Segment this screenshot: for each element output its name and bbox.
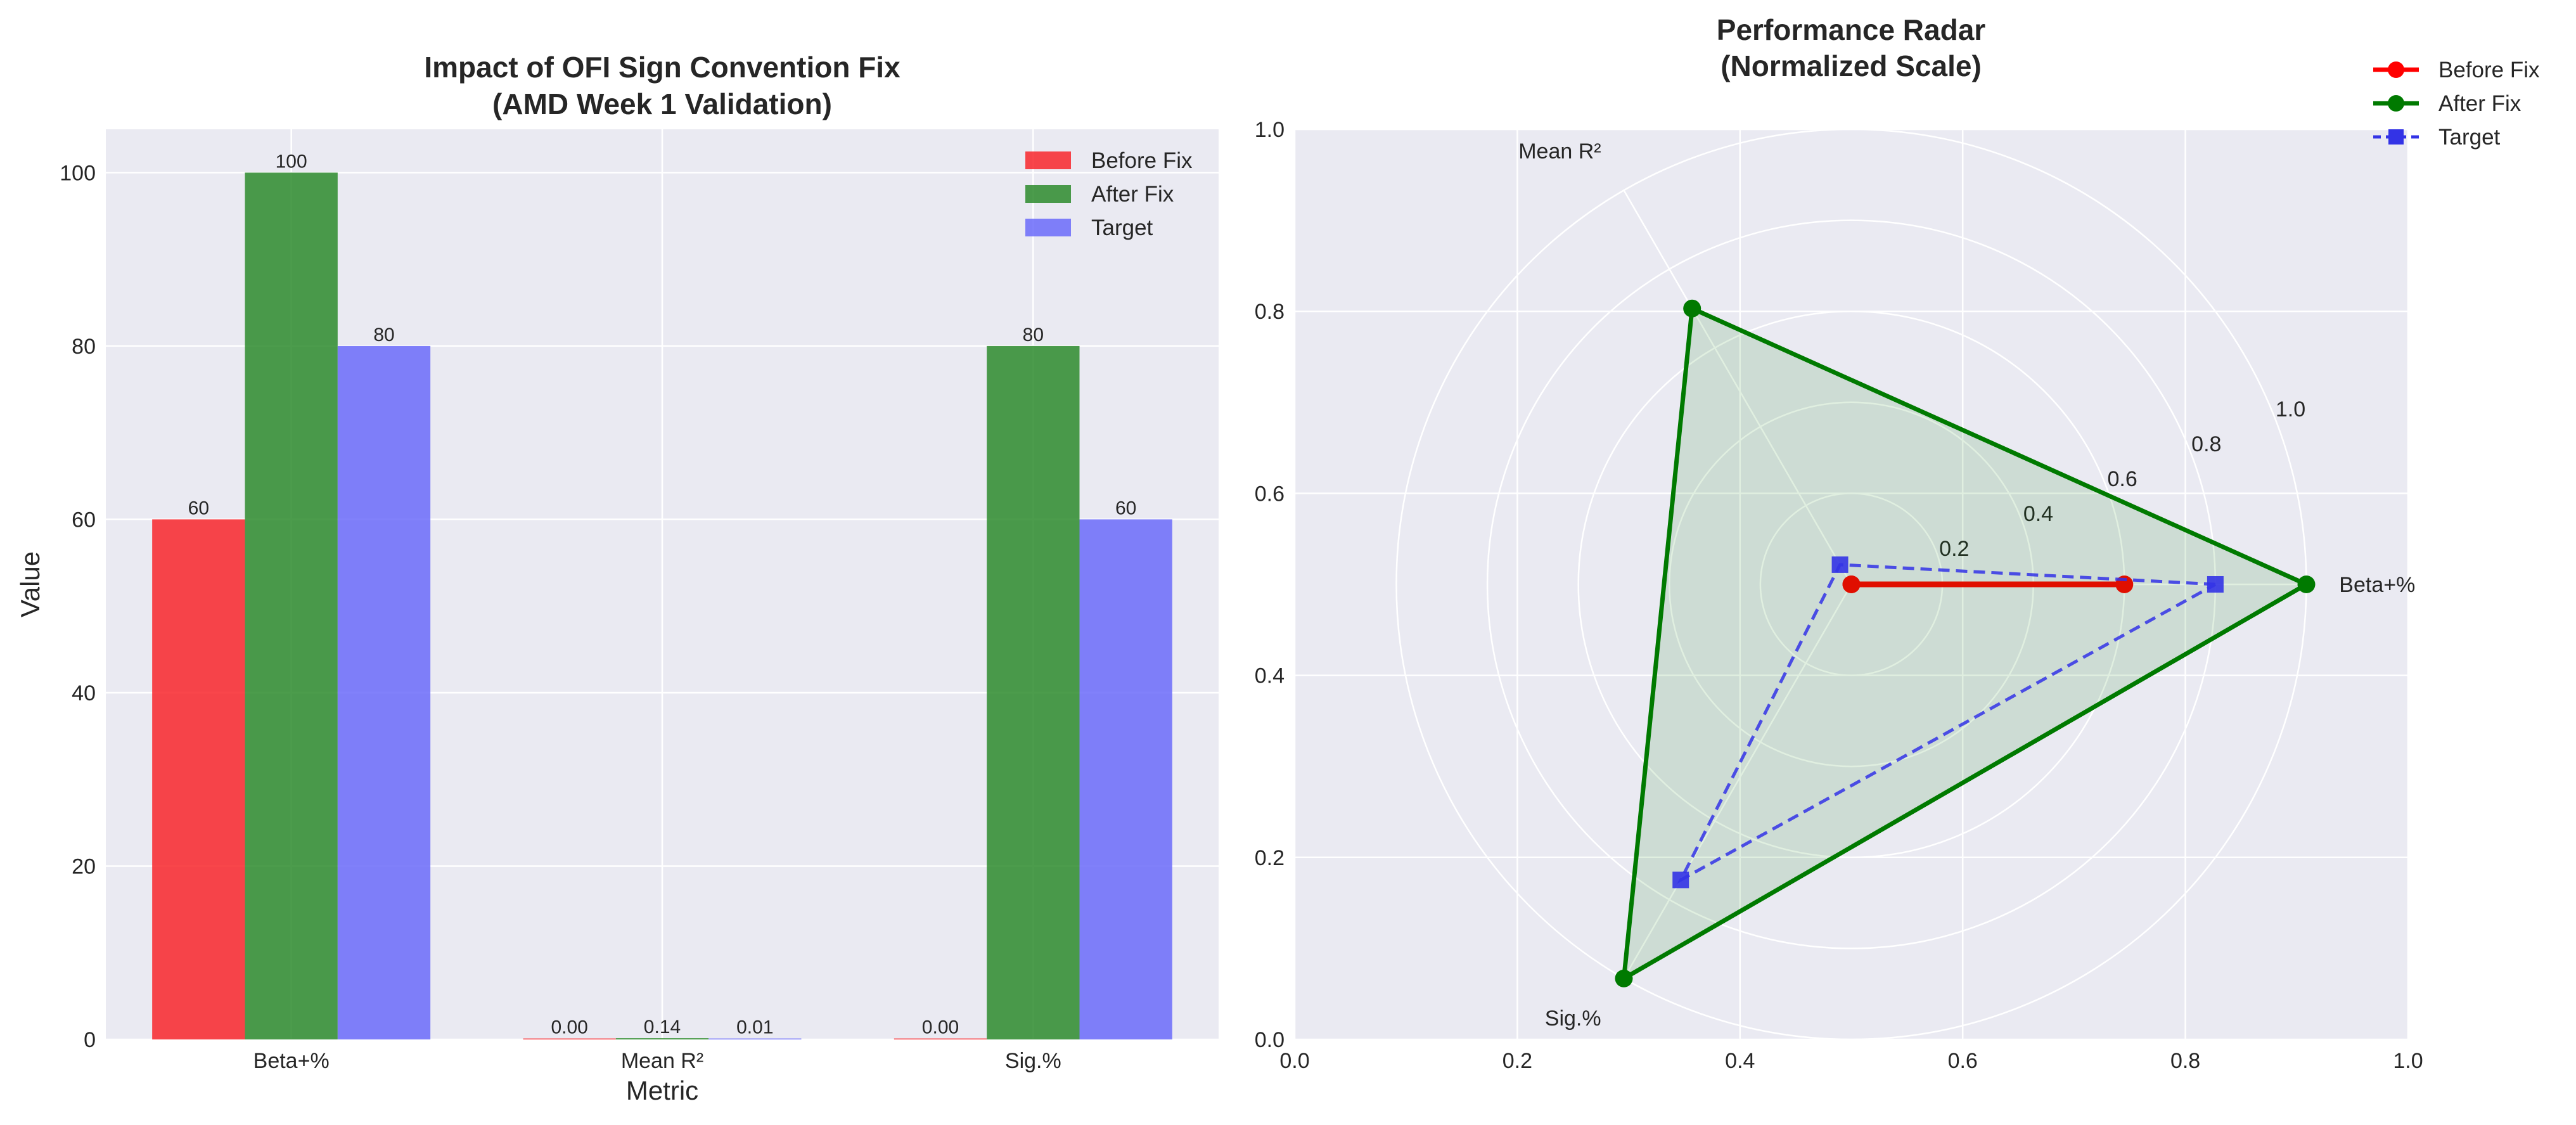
bar-data-label: 0.00 bbox=[551, 1017, 587, 1038]
radar-legend-marker bbox=[2388, 61, 2404, 78]
radar-point bbox=[1831, 556, 1849, 573]
radar-legend: Before Fix After Fix Target bbox=[2373, 58, 2540, 150]
bar-legend-label: After Fix bbox=[1091, 182, 1174, 207]
bar-chart: 60 0.00 0.00 100 0.14 80 80 0.01 60 0 20 40 60 80 100… bbox=[15, 51, 1219, 1105]
bar bbox=[337, 345, 431, 1039]
bar-data-label: 80 bbox=[373, 325, 394, 345]
radar-frame-x-tick: 0.6 bbox=[1948, 1049, 1978, 1073]
bar bbox=[152, 519, 245, 1039]
bar-data-label: 100 bbox=[276, 151, 307, 172]
bar-x-axis-label: Metric bbox=[626, 1076, 698, 1105]
bar-y-tick-label: 0 bbox=[84, 1028, 96, 1052]
bar-x-tick-label: Mean R² bbox=[621, 1049, 703, 1073]
bar bbox=[1079, 519, 1172, 1039]
radar-line bbox=[1621, 305, 2308, 983]
radar-axis-label: Beta+% bbox=[2339, 573, 2415, 597]
radar-frame-y-tick: 1.0 bbox=[1255, 118, 1285, 142]
bar-title-line-2: (AMD Week 1 Validation) bbox=[492, 87, 832, 120]
radar-area bbox=[1624, 308, 2307, 979]
radar-radial-tick: 0.6 bbox=[2108, 467, 2137, 491]
radar-point bbox=[2207, 576, 2224, 593]
radar-frame-x-tick: 1.0 bbox=[2393, 1049, 2423, 1073]
radar-radial-tick: 0.2 bbox=[1939, 537, 1969, 561]
bar bbox=[708, 1038, 802, 1039]
bar-data-label: 60 bbox=[188, 498, 209, 518]
bar-legend-swatch bbox=[1025, 185, 1071, 203]
radar-frame-x-tick: 0.4 bbox=[1725, 1049, 1755, 1073]
radar-point bbox=[1672, 871, 1689, 889]
radar-point bbox=[1683, 299, 1701, 318]
radar-title-line-2: (Normalized Scale) bbox=[1721, 49, 1982, 82]
bar bbox=[615, 1038, 709, 1039]
bar-data-label: 0.01 bbox=[736, 1017, 773, 1038]
radar-frame-x-tick-labels: 0.0 0.2 0.4 0.6 0.8 1.0 bbox=[1279, 1049, 2423, 1073]
radar-axis-label: Sig.% bbox=[1545, 1006, 1601, 1031]
bar-y-tick-labels: 0 20 40 60 80 100 bbox=[60, 161, 96, 1052]
radar-legend-marker bbox=[2388, 95, 2404, 112]
radar-radial-tick: 1.0 bbox=[2276, 397, 2305, 421]
radar-frame-y-tick: 0.8 bbox=[1255, 300, 1285, 324]
radar-frame-y-tick: 0.4 bbox=[1255, 664, 1285, 688]
radar-spoke bbox=[1623, 584, 1852, 979]
radar-title-line-1: Performance Radar bbox=[1717, 13, 1985, 46]
radar-frame-y-tick-labels: 0.0 0.2 0.4 0.6 0.8 1.0 bbox=[1255, 118, 1285, 1052]
bar-title-line-1: Impact of OFI Sign Convention Fix bbox=[424, 51, 900, 84]
radar-radial-tick-labels: 0.2 0.4 0.6 0.8 1.0 bbox=[1939, 397, 2305, 561]
bar-legend-swatch bbox=[1025, 151, 1071, 169]
bar-marks bbox=[152, 172, 1172, 1039]
bar-legend-swatch bbox=[1025, 219, 1071, 236]
bar-x-tick-label: Beta+% bbox=[253, 1049, 330, 1073]
bar-data-label: 0.00 bbox=[922, 1017, 959, 1038]
bar-y-axis-label: Value bbox=[15, 551, 45, 617]
bar bbox=[523, 1038, 616, 1039]
bar-y-tick-label: 20 bbox=[72, 854, 96, 878]
bar-legend-label: Target bbox=[1091, 215, 1153, 240]
bar-legend: Before Fix After Fix Target bbox=[1025, 148, 1193, 240]
bar-y-tick-label: 80 bbox=[72, 335, 96, 359]
radar-line bbox=[1677, 563, 2217, 884]
bar-data-label: 60 bbox=[1115, 498, 1136, 518]
radar-frame-y-tick: 0.0 bbox=[1255, 1028, 1285, 1052]
bar-y-tick-label: 40 bbox=[72, 681, 96, 705]
radar-chart: 0.0 0.2 0.4 0.6 0.8 1.0 0.0 0.2 0.4 0.6 0.8 1.0 0.… bbox=[1255, 13, 2540, 1073]
bar bbox=[987, 345, 1080, 1039]
radar-frame-x-tick: 0.0 bbox=[1279, 1049, 1309, 1073]
bar-x-tick-label: Sig.% bbox=[1005, 1049, 1061, 1073]
bar-legend-label: Before Fix bbox=[1091, 148, 1193, 173]
radar-legend-marker bbox=[2388, 129, 2404, 145]
radar-spoke bbox=[1623, 190, 1852, 585]
bar-data-label: 80 bbox=[1023, 325, 1044, 345]
radar-radial-tick: 0.8 bbox=[2191, 432, 2221, 456]
bar-data-label: 0.14 bbox=[644, 1017, 681, 1038]
bar-y-tick-label: 100 bbox=[60, 161, 96, 185]
radar-frame-y-tick: 0.6 bbox=[1255, 482, 1285, 506]
bar-data-labels: 60 0.00 0.00 100 0.14 80 80 0.01 60 bbox=[188, 151, 1137, 1038]
bar-y-tick-label: 60 bbox=[72, 508, 96, 532]
radar-point bbox=[1615, 969, 1633, 987]
radar-radial-tick: 0.4 bbox=[2023, 502, 2053, 526]
radar-point bbox=[2297, 575, 2316, 593]
radar-axis-label: Mean R² bbox=[1518, 139, 1601, 164]
radar-legend-label: Before Fix bbox=[2438, 58, 2540, 82]
bar-x-tick-labels: Beta+% Mean R² Sig.% bbox=[253, 1049, 1061, 1073]
bar bbox=[245, 172, 338, 1039]
radar-frame-x-tick: 0.2 bbox=[1503, 1049, 1532, 1073]
radar-point bbox=[1842, 575, 1861, 593]
radar-frame-x-tick: 0.8 bbox=[2170, 1049, 2200, 1073]
radar-legend-label: Target bbox=[2438, 125, 2501, 150]
radar-legend-label: After Fix bbox=[2438, 91, 2522, 116]
radar-axis-labels: Beta+% Mean R² Sig.% bbox=[1518, 139, 2415, 1031]
radar-series bbox=[1615, 299, 2316, 987]
radar-frame-y-tick: 0.2 bbox=[1255, 846, 1285, 870]
bar bbox=[894, 1038, 987, 1039]
